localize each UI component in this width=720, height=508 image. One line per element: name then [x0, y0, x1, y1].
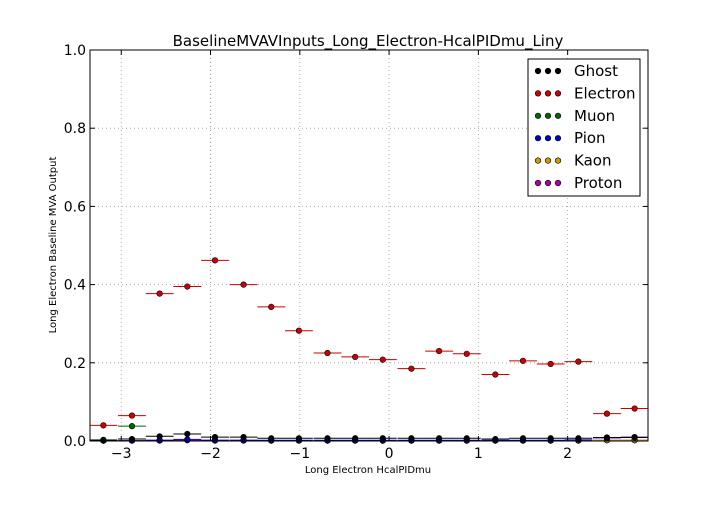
- data-point: [352, 353, 359, 361]
- data-point: [547, 435, 554, 442]
- legend-marker: [534, 112, 542, 119]
- y-tick-label: 0.0: [64, 434, 86, 450]
- x-tick-label: 0: [385, 446, 394, 462]
- data-point: [547, 360, 554, 368]
- data-point: [463, 435, 470, 442]
- legend-label: Proton: [574, 174, 622, 192]
- legend-marker: [534, 90, 542, 97]
- data-point: [603, 434, 611, 441]
- data-point: [519, 435, 527, 442]
- y-tick-label: 1.0: [64, 43, 86, 59]
- x-tick-label: 2: [563, 446, 572, 462]
- x-axis-label: Long Electron HcalPIDmu: [305, 465, 431, 476]
- data-point: [492, 371, 499, 378]
- data-point: [408, 365, 415, 372]
- legend-marker: [554, 67, 562, 75]
- data-point: [211, 257, 219, 264]
- legend-marker: [534, 67, 542, 75]
- data-point: [575, 435, 582, 442]
- legend-label: Ghost: [574, 62, 618, 80]
- data-point: [408, 435, 415, 442]
- legend-marker: [544, 157, 552, 164]
- data-point: [435, 435, 443, 442]
- legend-marker: [544, 67, 552, 75]
- legend-item-electron: Electron: [534, 84, 636, 102]
- data-point: [379, 435, 386, 442]
- legend-marker: [534, 179, 542, 187]
- legend-item-muon: Muon: [534, 107, 615, 125]
- y-tick-label: 0.6: [64, 199, 86, 215]
- legend-marker: [554, 135, 562, 142]
- x-tick-label: −3: [111, 446, 132, 462]
- data-point: [435, 347, 443, 355]
- data-point: [379, 356, 386, 363]
- series-electron: [90, 257, 648, 429]
- data-point: [295, 327, 303, 334]
- data-point: [268, 303, 275, 310]
- data-point: [156, 290, 163, 297]
- chart-title: BaselineMVAVInputs_Long_Electron-HcalPID…: [173, 32, 564, 51]
- legend-label: Pion: [574, 129, 606, 147]
- data-point: [211, 433, 219, 441]
- legend: Ghost Electron Muon Pion Kaon Proton: [527, 58, 641, 197]
- legend-marker: [544, 90, 552, 97]
- data-point: [575, 358, 582, 365]
- data-point: [631, 405, 638, 412]
- data-point: [184, 436, 191, 443]
- data-point: [128, 412, 136, 419]
- data-point: [128, 423, 136, 430]
- data-point: [463, 350, 470, 357]
- legend-marker: [544, 179, 552, 187]
- legend-marker: [554, 157, 562, 164]
- data-point: [100, 422, 107, 429]
- data-point: [268, 435, 275, 442]
- legend-box: [527, 58, 641, 197]
- legend-marker: [544, 112, 552, 119]
- data-point: [631, 434, 638, 441]
- series-ghost: [90, 430, 648, 444]
- data-point: [324, 349, 331, 357]
- legend-marker: [554, 112, 562, 119]
- data-point: [100, 437, 107, 444]
- ticks-layer: −3 −2 −1 0 1 2 0.0 0.2 0.4 0.6 0.8 1.0: [64, 43, 648, 462]
- legend-label: Kaon: [574, 152, 611, 170]
- legend-label: Electron: [574, 84, 636, 102]
- data-point: [184, 283, 191, 290]
- data-point: [352, 435, 359, 442]
- x-tick-label: 1: [474, 446, 483, 462]
- legend-marker: [544, 135, 552, 142]
- data-point: [603, 410, 611, 417]
- legend-label: Muon: [574, 107, 615, 125]
- data-point: [295, 435, 303, 442]
- y-tick-label: 0.4: [64, 278, 86, 294]
- data-point: [492, 435, 499, 443]
- data-point: [156, 433, 163, 440]
- y-tick-label: 0.2: [64, 356, 86, 372]
- x-tick-label: −1: [289, 446, 310, 462]
- data-point: [184, 430, 191, 438]
- legend-marker: [534, 135, 542, 142]
- data-point: [240, 433, 247, 441]
- y-axis-label: Long Electron Baseline MVA Output: [48, 157, 59, 334]
- legend-marker: [554, 179, 562, 187]
- data-point: [324, 435, 331, 442]
- plot-frame: [89, 49, 649, 442]
- y-tick-label: 0.8: [64, 121, 86, 137]
- data-point: [128, 435, 136, 443]
- legend-item-ghost: Ghost: [534, 62, 618, 80]
- legend-marker: [534, 157, 542, 164]
- x-tick-label: −2: [200, 446, 221, 462]
- data-point: [519, 357, 527, 364]
- legend-marker: [554, 90, 562, 97]
- data-point: [240, 281, 247, 288]
- legend-item-kaon: Kaon: [534, 152, 611, 170]
- legend-item-proton: Proton: [534, 174, 622, 192]
- legend-item-pion: Pion: [534, 129, 606, 147]
